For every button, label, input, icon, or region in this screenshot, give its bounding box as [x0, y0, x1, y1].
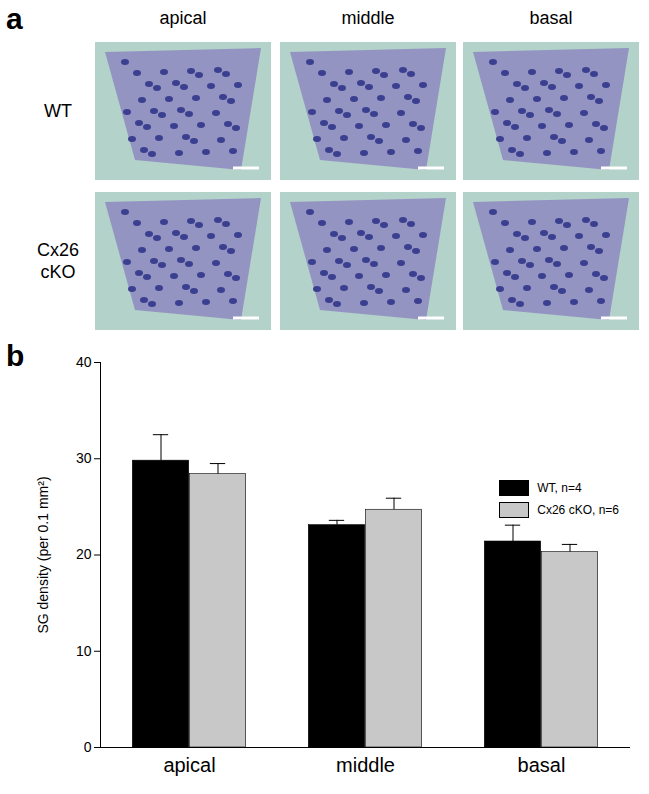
svg-text:30: 30: [76, 450, 92, 466]
svg-text:SG density (per 0.1 mm²): SG density (per 0.1 mm²): [35, 476, 51, 633]
svg-text:20: 20: [76, 546, 92, 562]
html-text:Cx26 cKO, n=6: Cx26 cKO, n=6: [537, 503, 619, 517]
svg-text:40: 40: [76, 354, 92, 370]
html-text:a: a: [6, 2, 23, 35]
html-text:middle: middle: [341, 8, 395, 28]
svg-text:basal: basal: [518, 754, 566, 776]
html-text:basal: basal: [529, 8, 573, 28]
html-text:apical: apical: [159, 8, 207, 28]
svg-text:middle: middle: [336, 754, 395, 776]
html-text:WT, n=4: WT, n=4: [537, 481, 582, 495]
html-text:b: b: [6, 339, 25, 372]
svg-text:0: 0: [84, 739, 92, 755]
svg-text:10: 10: [76, 643, 92, 659]
html-text:Cx26 cKO: Cx26 cKO: [37, 240, 79, 282]
html-text:WT: WT: [44, 101, 72, 121]
svg-text:apical: apical: [163, 754, 215, 776]
